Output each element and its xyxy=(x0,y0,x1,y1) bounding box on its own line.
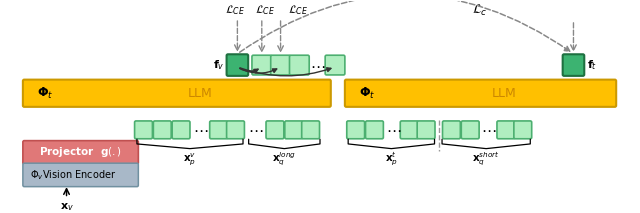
FancyArrowPatch shape xyxy=(240,68,276,73)
Text: $\mathcal{L}_{CE}$: $\mathcal{L}_{CE}$ xyxy=(255,3,276,17)
Text: $\mathbf{\Phi}_t$: $\mathbf{\Phi}_t$ xyxy=(37,86,54,101)
Text: $\mathbf{\Phi}_t$: $\mathbf{\Phi}_t$ xyxy=(360,86,376,101)
Text: $\cdots$: $\cdots$ xyxy=(310,58,326,73)
Text: LLM: LLM xyxy=(492,87,516,100)
Text: $\mathbf{f}_t$: $\mathbf{f}_t$ xyxy=(587,58,597,72)
Text: $\mathbf{f}_v$: $\mathbf{f}_v$ xyxy=(212,58,224,72)
FancyBboxPatch shape xyxy=(266,121,284,139)
FancyBboxPatch shape xyxy=(271,55,291,75)
Text: $\mathcal{L}_{CE}$: $\mathcal{L}_{CE}$ xyxy=(225,3,246,17)
FancyBboxPatch shape xyxy=(285,121,303,139)
FancyBboxPatch shape xyxy=(289,55,309,75)
FancyBboxPatch shape xyxy=(417,121,435,139)
FancyBboxPatch shape xyxy=(461,121,479,139)
FancyBboxPatch shape xyxy=(442,121,460,139)
FancyBboxPatch shape xyxy=(227,54,248,76)
FancyBboxPatch shape xyxy=(301,121,319,139)
FancyBboxPatch shape xyxy=(400,121,418,139)
Text: $\Phi_v$Vision Encoder: $\Phi_v$Vision Encoder xyxy=(30,168,116,182)
Text: $\cdots$: $\cdots$ xyxy=(248,122,264,137)
FancyBboxPatch shape xyxy=(345,80,616,107)
FancyBboxPatch shape xyxy=(210,121,228,139)
FancyArrowPatch shape xyxy=(239,0,570,52)
Text: LLM: LLM xyxy=(188,87,212,100)
Text: $\mathbf{x}_p^t$: $\mathbf{x}_p^t$ xyxy=(385,151,398,168)
Text: $\cdots$: $\cdots$ xyxy=(193,122,209,137)
FancyBboxPatch shape xyxy=(563,54,584,76)
FancyBboxPatch shape xyxy=(252,55,271,75)
Text: $\mathbf{x}_q^{short}$: $\mathbf{x}_q^{short}$ xyxy=(472,151,500,168)
FancyBboxPatch shape xyxy=(172,121,190,139)
Text: $\mathcal{L}_{CE}$: $\mathcal{L}_{CE}$ xyxy=(289,3,308,17)
FancyBboxPatch shape xyxy=(134,121,152,139)
Text: $\mathbf{x}_q^{long}$: $\mathbf{x}_q^{long}$ xyxy=(272,151,296,168)
FancyBboxPatch shape xyxy=(23,141,138,164)
FancyBboxPatch shape xyxy=(325,55,345,75)
Text: $\mathcal{L}_c$: $\mathcal{L}_c$ xyxy=(472,3,487,18)
FancyBboxPatch shape xyxy=(365,121,383,139)
Text: $\mathbf{x}_v$: $\mathbf{x}_v$ xyxy=(60,201,74,213)
Text: $\cdots$: $\cdots$ xyxy=(385,122,401,137)
Text: Projector  $\mathbf{g}(.)$: Projector $\mathbf{g}(.)$ xyxy=(39,145,122,159)
FancyBboxPatch shape xyxy=(347,121,365,139)
FancyArrowPatch shape xyxy=(240,68,258,73)
Text: $\mathbf{x}_p^v$: $\mathbf{x}_p^v$ xyxy=(184,151,196,167)
FancyBboxPatch shape xyxy=(497,121,515,139)
Text: $\cdots$: $\cdots$ xyxy=(481,122,497,137)
FancyBboxPatch shape xyxy=(154,121,172,139)
FancyBboxPatch shape xyxy=(23,163,138,187)
FancyArrowPatch shape xyxy=(240,68,331,76)
FancyBboxPatch shape xyxy=(227,121,244,139)
FancyBboxPatch shape xyxy=(514,121,532,139)
FancyBboxPatch shape xyxy=(23,80,331,107)
